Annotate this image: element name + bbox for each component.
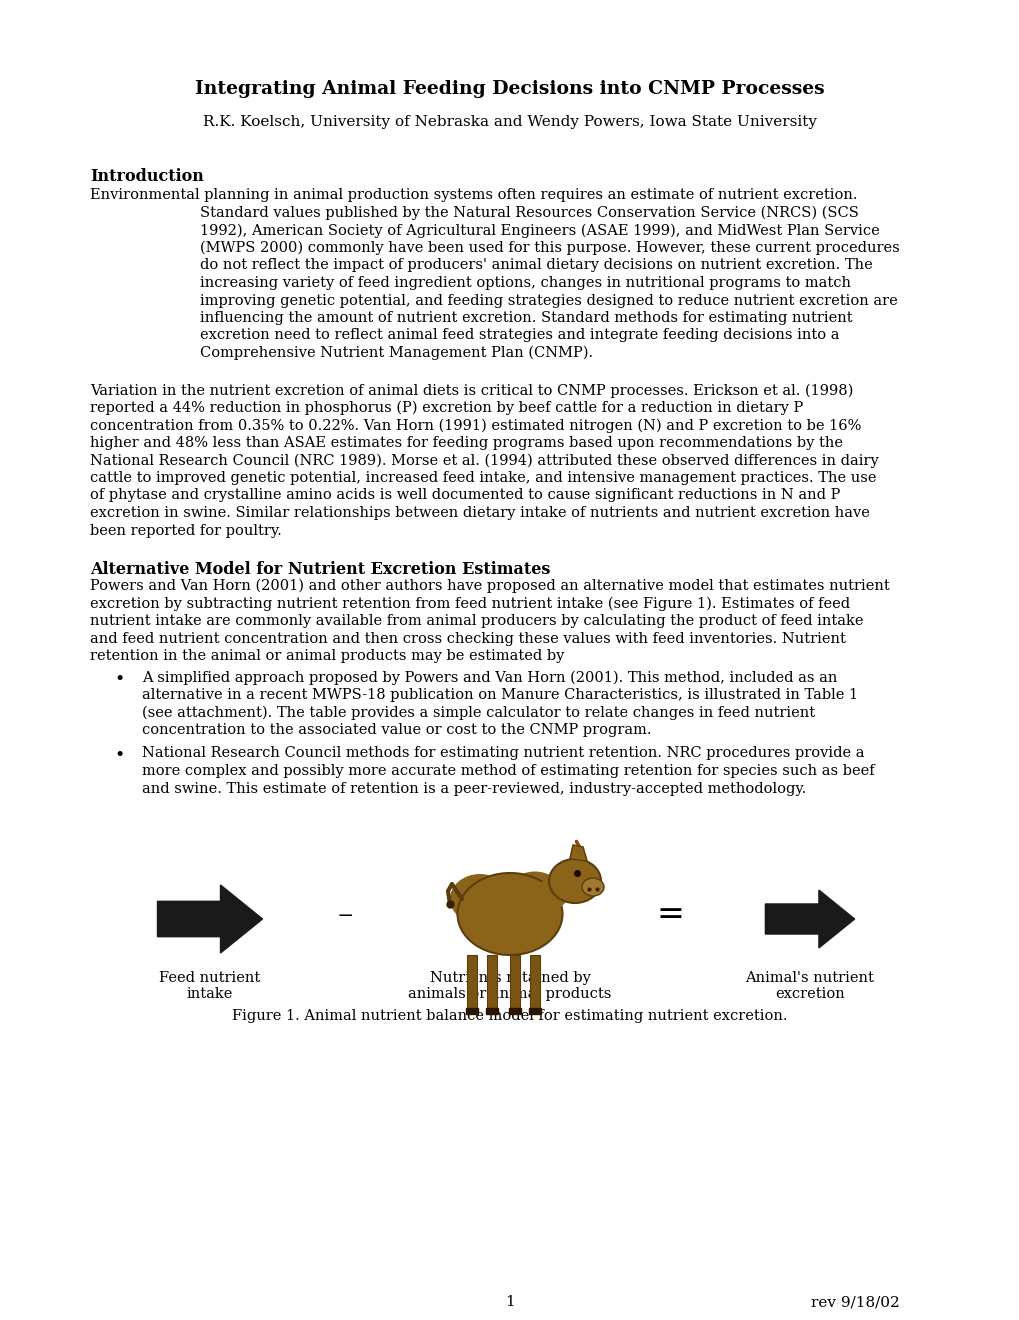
Text: animals or animal products: animals or animal products <box>408 987 611 1001</box>
Ellipse shape <box>507 871 561 916</box>
Text: excretion by subtracting nutrient retention from feed nutrient intake (see Figur: excretion by subtracting nutrient retent… <box>90 597 849 611</box>
Bar <box>467 954 477 1010</box>
Text: Comprehensive Nutrient Management Plan (CNMP).: Comprehensive Nutrient Management Plan (… <box>200 346 592 360</box>
Text: Feed nutrient: Feed nutrient <box>159 972 261 985</box>
Text: Powers and Van Horn (2001) and other authors have proposed an alternative model : Powers and Van Horn (2001) and other aut… <box>90 579 889 594</box>
Text: Environmental planning in animal production systems often requires an estimate o: Environmental planning in animal product… <box>90 187 857 202</box>
Text: cattle to improved genetic potential, increased feed intake, and intensive manag: cattle to improved genetic potential, in… <box>90 471 875 484</box>
Text: reported a 44% reduction in phosphorus (P) excretion by beef cattle for a reduct: reported a 44% reduction in phosphorus (… <box>90 401 803 416</box>
Text: R.K. Koelsch, University of Nebraska and Wendy Powers, Iowa State University: R.K. Koelsch, University of Nebraska and… <box>203 115 816 129</box>
Text: nutrient intake are commonly available from animal producers by calculating the : nutrient intake are commonly available f… <box>90 614 863 628</box>
Text: (see attachment). The table provides a simple calculator to relate changes in fe: (see attachment). The table provides a s… <box>142 705 814 719</box>
Text: National Research Council (NRC 1989). Morse et al. (1994) attributed these obser: National Research Council (NRC 1989). Mo… <box>90 454 878 467</box>
Text: increasing variety of feed ingredient options, changes in nutritional programs t: increasing variety of feed ingredient op… <box>200 276 850 290</box>
Text: improving genetic potential, and feeding strategies designed to reduce nutrient : improving genetic potential, and feeding… <box>200 293 897 308</box>
Ellipse shape <box>458 873 561 954</box>
Text: Alternative Model for Nutrient Excretion Estimates: Alternative Model for Nutrient Excretion… <box>90 561 550 578</box>
Ellipse shape <box>449 874 510 924</box>
Text: Integrating Animal Feeding Decisions into CNMP Processes: Integrating Animal Feeding Decisions int… <box>195 81 824 98</box>
Bar <box>508 1008 521 1014</box>
Text: and feed nutrient concentration and then cross checking these values with feed i: and feed nutrient concentration and then… <box>90 631 845 645</box>
Bar <box>486 954 496 1010</box>
Text: concentration to the associated value or cost to the CNMP program.: concentration to the associated value or… <box>142 723 651 737</box>
Text: Animal's nutrient: Animal's nutrient <box>745 972 873 985</box>
Text: retention in the animal or animal products may be estimated by: retention in the animal or animal produc… <box>90 649 564 663</box>
Text: do not reflect the impact of producers' animal dietary decisions on nutrient exc: do not reflect the impact of producers' … <box>200 259 872 272</box>
Text: of phytase and crystalline amino acids is well documented to cause significant r: of phytase and crystalline amino acids i… <box>90 488 840 503</box>
Text: •: • <box>115 747 125 763</box>
Text: influencing the amount of nutrient excretion. Standard methods for estimating nu: influencing the amount of nutrient excre… <box>200 312 852 325</box>
Bar <box>529 1008 540 1014</box>
Bar <box>530 954 539 1010</box>
Text: Nutrients retained by: Nutrients retained by <box>429 972 590 985</box>
Ellipse shape <box>582 878 603 896</box>
Text: excretion need to reflect animal feed strategies and integrate feeding decisions: excretion need to reflect animal feed st… <box>200 329 839 342</box>
Text: 1992), American Society of Agricultural Engineers (ASAE 1999), and MidWest Plan : 1992), American Society of Agricultural … <box>200 223 879 238</box>
Text: rev 9/18/02: rev 9/18/02 <box>810 1295 899 1309</box>
Text: –: – <box>337 899 353 931</box>
Text: National Research Council methods for estimating nutrient retention. NRC procedu: National Research Council methods for es… <box>142 747 864 760</box>
Bar <box>485 1008 497 1014</box>
Text: Figure 1. Animal nutrient balance model for estimating nutrient excretion.: Figure 1. Animal nutrient balance model … <box>232 1008 787 1023</box>
Polygon shape <box>764 890 854 948</box>
Bar <box>466 1008 478 1014</box>
Text: =: = <box>655 899 684 931</box>
Text: intake: intake <box>186 987 233 1001</box>
Bar <box>510 954 520 1010</box>
Text: higher and 48% less than ASAE estimates for feeding programs based upon recommen: higher and 48% less than ASAE estimates … <box>90 436 842 450</box>
Ellipse shape <box>548 859 600 903</box>
Text: Introduction: Introduction <box>90 168 204 185</box>
Text: concentration from 0.35% to 0.22%. Van Horn (1991) estimated nitrogen (N) and P : concentration from 0.35% to 0.22%. Van H… <box>90 418 860 433</box>
Text: Standard values published by the Natural Resources Conservation Service (NRCS) (: Standard values published by the Natural… <box>200 206 858 220</box>
Text: 1: 1 <box>504 1295 515 1309</box>
Text: (MWPS 2000) commonly have been used for this purpose. However, these current pro: (MWPS 2000) commonly have been used for … <box>200 242 899 255</box>
Text: more complex and possibly more accurate method of estimating retention for speci: more complex and possibly more accurate … <box>142 764 873 777</box>
Polygon shape <box>570 845 586 861</box>
Text: Variation in the nutrient excretion of animal diets is critical to CNMP processe: Variation in the nutrient excretion of a… <box>90 384 853 397</box>
Text: been reported for poultry.: been reported for poultry. <box>90 524 281 537</box>
Polygon shape <box>157 884 262 953</box>
Text: •: • <box>115 671 125 688</box>
Text: and swine. This estimate of retention is a peer-reviewed, industry-accepted meth: and swine. This estimate of retention is… <box>142 781 805 796</box>
Text: excretion in swine. Similar relationships between dietary intake of nutrients an: excretion in swine. Similar relationship… <box>90 506 869 520</box>
Polygon shape <box>539 874 570 909</box>
Text: excretion: excretion <box>774 987 844 1001</box>
Text: A simplified approach proposed by Powers and Van Horn (2001). This method, inclu: A simplified approach proposed by Powers… <box>142 671 837 685</box>
Text: alternative in a recent MWPS-18 publication on Manure Characteristics, is illust: alternative in a recent MWPS-18 publicat… <box>142 688 857 702</box>
